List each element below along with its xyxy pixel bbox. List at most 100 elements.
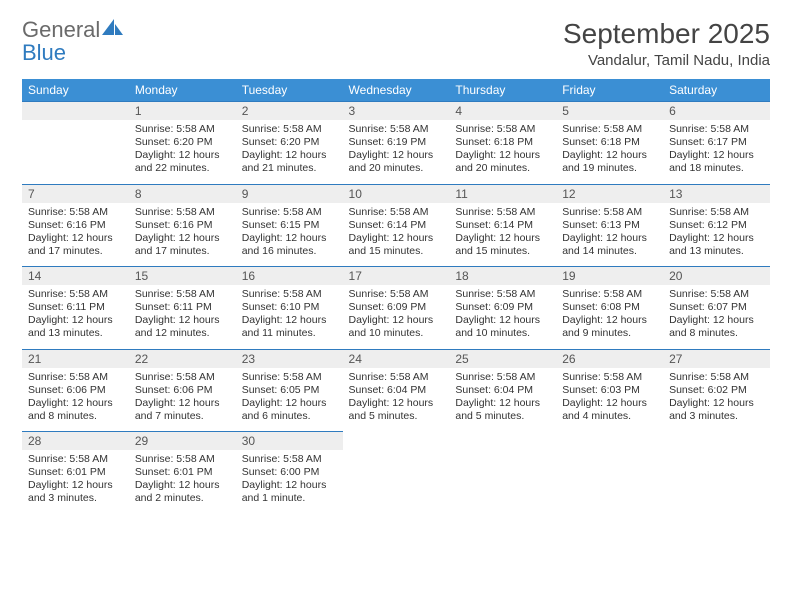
daylight-text: Daylight: 12 hours and 1 minute. bbox=[242, 479, 337, 505]
brand-line2: Blue bbox=[22, 40, 66, 65]
sunrise-text: Sunrise: 5:58 AM bbox=[349, 206, 444, 219]
day-content: Sunrise: 5:58 AMSunset: 6:20 PMDaylight:… bbox=[129, 120, 236, 184]
day-content: Sunrise: 5:58 AMSunset: 6:09 PMDaylight:… bbox=[449, 285, 556, 349]
sunrise-text: Sunrise: 5:58 AM bbox=[135, 453, 230, 466]
calendar-cell: 8Sunrise: 5:58 AMSunset: 6:16 PMDaylight… bbox=[129, 184, 236, 267]
day-number bbox=[22, 102, 129, 120]
day-content: Sunrise: 5:58 AMSunset: 6:13 PMDaylight:… bbox=[556, 203, 663, 267]
calendar-cell: 17Sunrise: 5:58 AMSunset: 6:09 PMDayligh… bbox=[343, 267, 450, 350]
calendar-cell: 27Sunrise: 5:58 AMSunset: 6:02 PMDayligh… bbox=[663, 349, 770, 432]
daylight-text: Daylight: 12 hours and 8 minutes. bbox=[669, 314, 764, 340]
day-number: 16 bbox=[236, 267, 343, 285]
sunrise-text: Sunrise: 5:58 AM bbox=[455, 288, 550, 301]
sunrise-text: Sunrise: 5:58 AM bbox=[562, 371, 657, 384]
title-block: September 2025 Vandalur, Tamil Nadu, Ind… bbox=[563, 18, 770, 69]
sunset-text: Sunset: 6:06 PM bbox=[28, 384, 123, 397]
day-content: Sunrise: 5:58 AMSunset: 6:14 PMDaylight:… bbox=[449, 203, 556, 267]
day-number: 5 bbox=[556, 102, 663, 120]
calendar-cell bbox=[556, 432, 663, 514]
sunset-text: Sunset: 6:16 PM bbox=[135, 219, 230, 232]
day-number: 13 bbox=[663, 185, 770, 203]
sunrise-text: Sunrise: 5:58 AM bbox=[455, 123, 550, 136]
sunset-text: Sunset: 6:14 PM bbox=[455, 219, 550, 232]
sunrise-text: Sunrise: 5:58 AM bbox=[242, 123, 337, 136]
sunset-text: Sunset: 6:00 PM bbox=[242, 466, 337, 479]
day-content: Sunrise: 5:58 AMSunset: 6:18 PMDaylight:… bbox=[449, 120, 556, 184]
sunrise-text: Sunrise: 5:58 AM bbox=[669, 288, 764, 301]
sunset-text: Sunset: 6:01 PM bbox=[28, 466, 123, 479]
day-content: Sunrise: 5:58 AMSunset: 6:01 PMDaylight:… bbox=[22, 450, 129, 514]
day-content: Sunrise: 5:58 AMSunset: 6:04 PMDaylight:… bbox=[343, 368, 450, 432]
sunrise-text: Sunrise: 5:58 AM bbox=[28, 453, 123, 466]
sunset-text: Sunset: 6:18 PM bbox=[455, 136, 550, 149]
sunrise-text: Sunrise: 5:58 AM bbox=[28, 206, 123, 219]
day-content: Sunrise: 5:58 AMSunset: 6:02 PMDaylight:… bbox=[663, 368, 770, 432]
sunset-text: Sunset: 6:18 PM bbox=[562, 136, 657, 149]
calendar-week-row: 7 Sunrise: 5:58 AM Sunset: 6:16 PM Daylight… bbox=[22, 184, 770, 267]
calendar-cell: 10Sunrise: 5:58 AMSunset: 6:14 PMDayligh… bbox=[343, 184, 450, 267]
calendar-cell: 11Sunrise: 5:58 AMSunset: 6:14 PMDayligh… bbox=[449, 184, 556, 267]
sunrise-text: Sunrise: 5:58 AM bbox=[669, 123, 764, 136]
sunrise-text: Sunrise: 5:58 AM bbox=[242, 206, 337, 219]
day-number: 7 bbox=[22, 185, 129, 203]
daylight-text: Daylight: 12 hours and 9 minutes. bbox=[562, 314, 657, 340]
day-header: Thursday bbox=[449, 79, 556, 102]
sunrise-text: Sunrise: 5:58 AM bbox=[242, 453, 337, 466]
day-content: Sunrise: 5:58 AMSunset: 6:11 PMDaylight:… bbox=[129, 285, 236, 349]
day-number: 27 bbox=[663, 350, 770, 368]
daylight-text: Daylight: 12 hours and 17 minutes. bbox=[28, 232, 123, 258]
sunrise-text: Sunrise: 5:58 AM bbox=[349, 123, 444, 136]
day-number: 18 bbox=[449, 267, 556, 285]
day-content: Sunrise: 5:58 AMSunset: 6:07 PMDaylight:… bbox=[663, 285, 770, 349]
day-content: Sunrise: 5:58 AMSunset: 6:01 PMDaylight:… bbox=[129, 450, 236, 514]
daylight-text: Daylight: 12 hours and 12 minutes. bbox=[135, 314, 230, 340]
sunset-text: Sunset: 6:11 PM bbox=[28, 301, 123, 314]
calendar-cell: 1Sunrise: 5:58 AMSunset: 6:20 PMDaylight… bbox=[129, 102, 236, 185]
daylight-text: Daylight: 12 hours and 18 minutes. bbox=[669, 149, 764, 175]
day-number bbox=[343, 432, 450, 450]
daylight-text: Daylight: 12 hours and 5 minutes. bbox=[455, 397, 550, 423]
sunset-text: Sunset: 6:04 PM bbox=[455, 384, 550, 397]
calendar-cell: 24Sunrise: 5:58 AMSunset: 6:04 PMDayligh… bbox=[343, 349, 450, 432]
sunrise-text: Sunrise: 5:58 AM bbox=[669, 206, 764, 219]
sunrise-text: Sunrise: 5:58 AM bbox=[28, 371, 123, 384]
day-header: Saturday bbox=[663, 79, 770, 102]
day-content bbox=[556, 450, 663, 498]
day-header: Wednesday bbox=[343, 79, 450, 102]
calendar-cell: 16Sunrise: 5:58 AMSunset: 6:10 PMDayligh… bbox=[236, 267, 343, 350]
sunrise-text: Sunrise: 5:58 AM bbox=[242, 371, 337, 384]
day-number bbox=[449, 432, 556, 450]
day-content: Sunrise: 5:58 AMSunset: 6:00 PMDaylight:… bbox=[236, 450, 343, 514]
sunrise-text: Sunrise: 5:58 AM bbox=[669, 371, 764, 384]
day-number bbox=[663, 432, 770, 450]
daylight-text: Daylight: 12 hours and 7 minutes. bbox=[135, 397, 230, 423]
day-content: Sunrise: 5:58 AMSunset: 6:17 PMDaylight:… bbox=[663, 120, 770, 184]
day-number: 10 bbox=[343, 185, 450, 203]
calendar-cell: 9Sunrise: 5:58 AMSunset: 6:15 PMDaylight… bbox=[236, 184, 343, 267]
calendar-week-row: 1Sunrise: 5:58 AMSunset: 6:20 PMDaylight… bbox=[22, 102, 770, 185]
calendar-cell bbox=[22, 102, 129, 185]
calendar-cell: 26Sunrise: 5:58 AMSunset: 6:03 PMDayligh… bbox=[556, 349, 663, 432]
sunset-text: Sunset: 6:04 PM bbox=[349, 384, 444, 397]
sunset-text: Sunset: 6:13 PM bbox=[562, 219, 657, 232]
sunrise-text: Sunrise: 5:58 AM bbox=[562, 206, 657, 219]
daylight-text: Daylight: 12 hours and 13 minutes. bbox=[669, 232, 764, 258]
calendar-cell: 25Sunrise: 5:58 AMSunset: 6:04 PMDayligh… bbox=[449, 349, 556, 432]
sunset-text: Sunset: 6:09 PM bbox=[455, 301, 550, 314]
daylight-text: Daylight: 12 hours and 15 minutes. bbox=[455, 232, 550, 258]
daylight-text: Daylight: 12 hours and 10 minutes. bbox=[349, 314, 444, 340]
sunset-text: Sunset: 6:03 PM bbox=[562, 384, 657, 397]
day-number: 30 bbox=[236, 432, 343, 450]
calendar-cell bbox=[663, 432, 770, 514]
day-content: Sunrise: 5:58 AMSunset: 6:04 PMDaylight:… bbox=[449, 368, 556, 432]
sunrise-text: Sunrise: 5:58 AM bbox=[242, 288, 337, 301]
daylight-text: Daylight: 12 hours and 20 minutes. bbox=[455, 149, 550, 175]
day-header: Friday bbox=[556, 79, 663, 102]
calendar-cell: 7Sunrise: 5:58 AMSunset: 6:16 PMDaylight… bbox=[22, 184, 129, 267]
daylight-text: Daylight: 12 hours and 3 minutes. bbox=[28, 479, 123, 505]
calendar-week-row: 21Sunrise: 5:58 AMSunset: 6:06 PMDayligh… bbox=[22, 349, 770, 432]
daylight-text: Daylight: 12 hours and 19 minutes. bbox=[562, 149, 657, 175]
sunset-text: Sunset: 6:20 PM bbox=[242, 136, 337, 149]
sunrise-text: Sunrise: 5:58 AM bbox=[135, 371, 230, 384]
location-subtitle: Vandalur, Tamil Nadu, India bbox=[563, 52, 770, 69]
